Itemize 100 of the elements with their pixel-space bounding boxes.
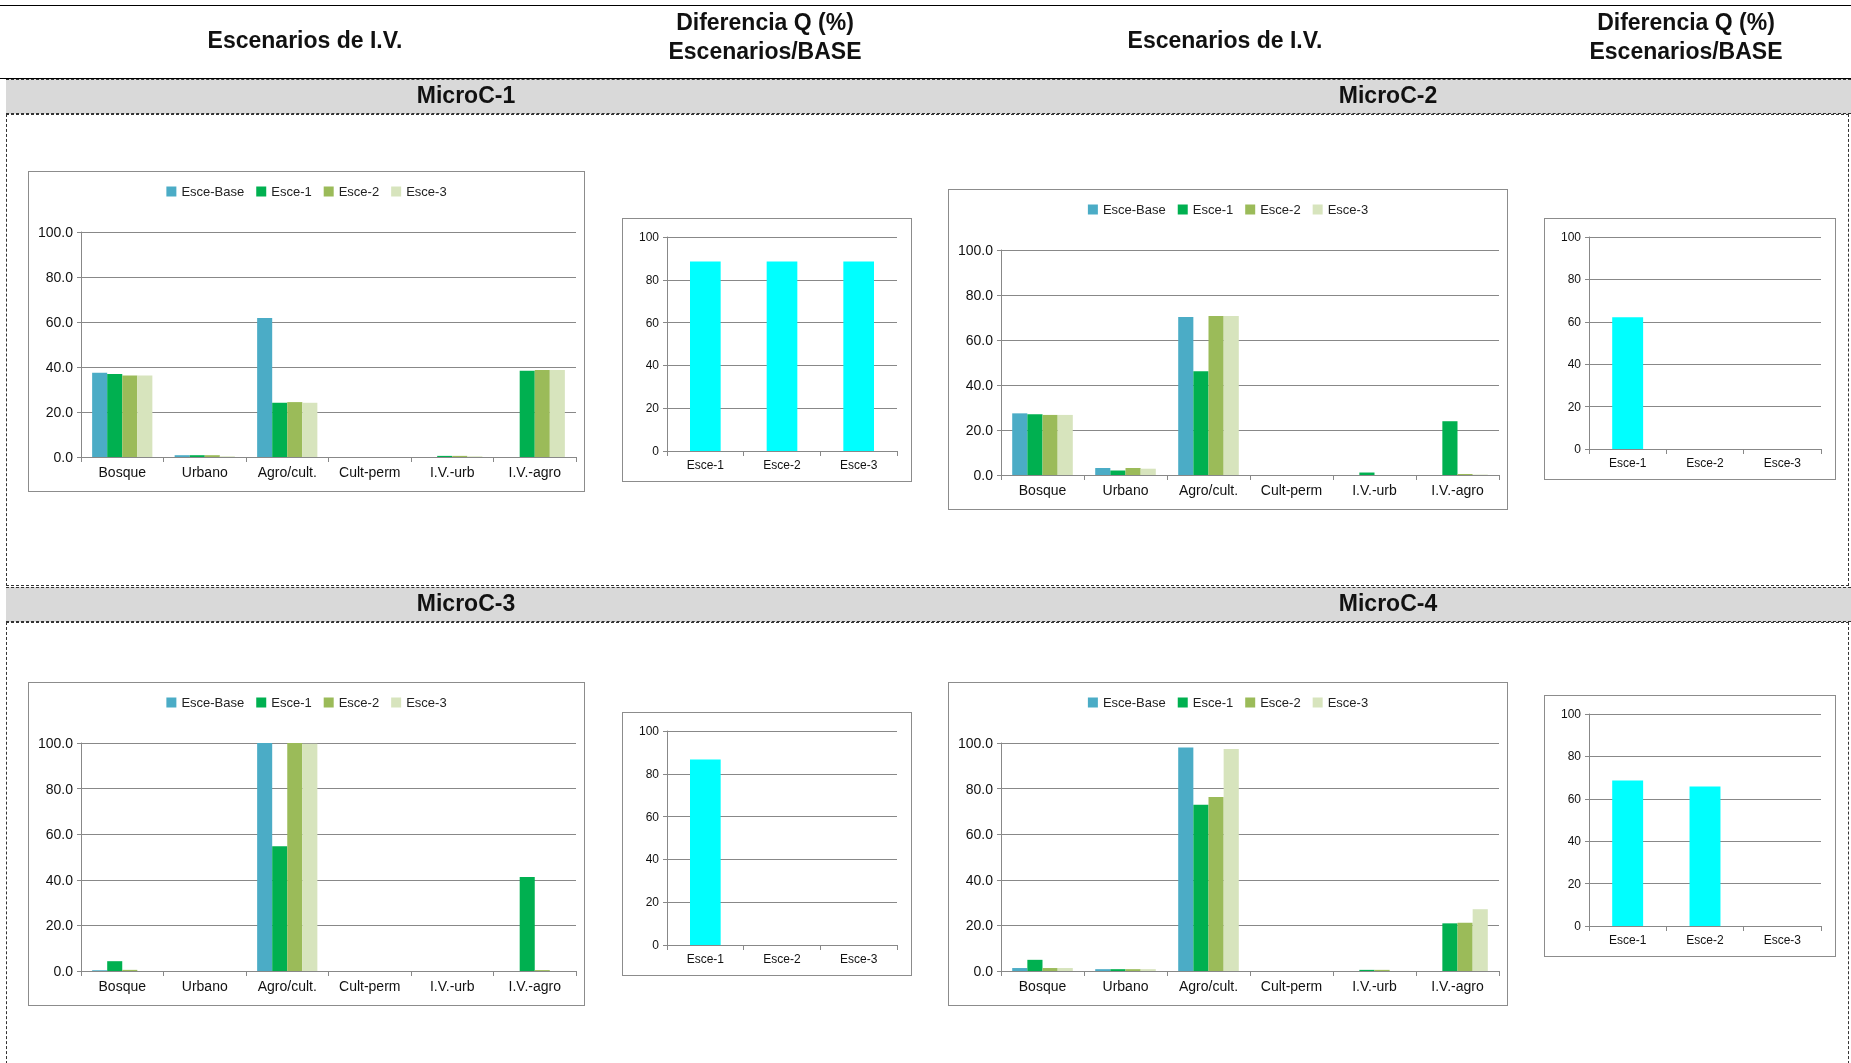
- x-tick-label: Bosque: [1018, 482, 1067, 498]
- x-tick-label: Esce-1: [1608, 933, 1647, 947]
- bar: [1457, 922, 1473, 971]
- y-tick-label: 100.0: [37, 224, 74, 240]
- x-tick-label: Agro/cult.: [1178, 978, 1239, 994]
- y-tick-label: 20: [645, 401, 660, 416]
- y-tick-label: 40: [1567, 834, 1582, 849]
- bar: [287, 402, 303, 457]
- x-tick-label: I.V.-urb: [1352, 978, 1398, 994]
- x-tick-label: Esce-2: [1686, 933, 1724, 947]
- legend-label: Esce-3: [406, 184, 447, 199]
- y-tick-label: 0: [1574, 442, 1582, 456]
- bar: [1472, 909, 1488, 971]
- x-tick-label: I.V.-agro: [508, 978, 562, 994]
- legend-label: Esce-Base: [181, 184, 245, 199]
- text: Escenarios de I.V.: [1126, 26, 1324, 55]
- x-tick-label: Esce-2: [763, 458, 801, 472]
- bar: [534, 369, 550, 457]
- chart-title: MicroC-4: [1337, 590, 1439, 617]
- x-tick-label: I.V.-urb: [1352, 482, 1398, 498]
- bar: [257, 743, 273, 971]
- bar: [272, 846, 288, 971]
- bar: [1042, 968, 1058, 971]
- y-tick-label: 80: [645, 272, 660, 287]
- bar: [1012, 968, 1028, 971]
- chart-title: MicroC-2: [1337, 82, 1439, 109]
- text: Escenarios de I.V.: [206, 26, 404, 55]
- y-tick-label: 60.0: [45, 826, 74, 843]
- y-tick-label: 100.0: [957, 735, 994, 751]
- chart-title: MicroC-3: [415, 590, 517, 617]
- legend-label: Esce-2: [1260, 695, 1301, 710]
- y-tick-label: 80: [1567, 272, 1582, 287]
- bar: [122, 375, 138, 457]
- x-tick-label: I.V.-agro: [1431, 978, 1484, 994]
- bar: [1208, 315, 1224, 475]
- y-tick-label: 60.0: [965, 332, 994, 348]
- x-tick-label: Esce-3: [1763, 456, 1802, 470]
- chart-title: MicroC-1: [415, 82, 517, 109]
- bar: [137, 375, 153, 457]
- legend-label: Esce-2: [338, 695, 380, 710]
- bar: [1057, 414, 1073, 475]
- bar: [257, 317, 273, 457]
- x-tick-label: Urbano: [181, 464, 228, 480]
- y-tick-label: 100: [638, 724, 660, 738]
- y-tick-label: 40.0: [45, 359, 74, 375]
- legend-label: Esce-1: [1192, 695, 1234, 710]
- y-tick-label: 100.0: [957, 242, 994, 258]
- x-tick-label: Cult-perm: [339, 464, 401, 480]
- bar: [1042, 414, 1058, 475]
- bar: [1027, 414, 1043, 475]
- y-tick-label: 40.0: [45, 871, 74, 888]
- y-tick-label: 100: [638, 230, 660, 244]
- bar: [1178, 317, 1194, 475]
- bar: [1095, 468, 1111, 475]
- y-tick-label: 60: [645, 315, 660, 330]
- y-tick-label: 80.0: [965, 287, 994, 303]
- y-tick-label: 80.0: [965, 780, 994, 797]
- y-tick-label: 20.0: [965, 422, 994, 438]
- x-tick-label: Agro/cult.: [257, 978, 317, 994]
- x-tick-label: Bosque: [98, 464, 147, 480]
- x-tick-label: Esce-3: [1763, 933, 1802, 947]
- bar: [107, 961, 123, 971]
- y-tick-label: 0.0: [973, 963, 994, 979]
- text: Diferencia Q (%): [675, 8, 855, 37]
- y-tick-label: 100.0: [37, 735, 74, 751]
- legend-label: Esce-2: [1260, 202, 1301, 217]
- bar: [1110, 470, 1126, 475]
- y-tick-label: 20: [645, 895, 660, 910]
- legend-label: Esce-1: [271, 184, 312, 199]
- bar: [92, 372, 108, 457]
- bar: [272, 402, 288, 457]
- y-tick-label: 80: [1567, 749, 1582, 764]
- y-tick-label: 40.0: [965, 377, 994, 393]
- legend-label: Esce-Base: [181, 695, 245, 710]
- y-tick-label: 80.0: [45, 780, 74, 797]
- x-tick-label: I.V.-agro: [508, 464, 562, 480]
- bar: [302, 743, 318, 971]
- bar: [1178, 747, 1194, 971]
- y-tick-label: 100: [1560, 230, 1582, 244]
- y-tick-label: 0: [1574, 919, 1582, 933]
- y-tick-label: 100: [1560, 707, 1582, 721]
- y-tick-label: 60: [1567, 314, 1582, 329]
- x-tick-label: Cult-perm: [1260, 978, 1323, 994]
- x-tick-label: Agro/cult.: [1178, 482, 1239, 498]
- legend-label: Esce-Base: [1102, 202, 1166, 217]
- y-tick-label: 20: [1567, 399, 1582, 414]
- bar: [287, 743, 303, 971]
- bar: [1193, 371, 1209, 475]
- y-tick-label: 0: [652, 444, 660, 458]
- text: Escenarios/BASE: [1588, 37, 1784, 66]
- x-tick-label: Esce-1: [686, 458, 725, 472]
- legend-label: Esce-2: [338, 184, 380, 199]
- x-tick-label: Urbano: [181, 978, 228, 994]
- y-tick-label: 60: [1567, 791, 1582, 806]
- bar: [1012, 413, 1028, 475]
- x-tick-label: Esce-3: [839, 952, 878, 966]
- text: Diferencia Q (%): [1596, 8, 1776, 37]
- bar: [549, 369, 565, 457]
- bar: [1193, 804, 1209, 971]
- y-tick-label: 20.0: [45, 404, 74, 420]
